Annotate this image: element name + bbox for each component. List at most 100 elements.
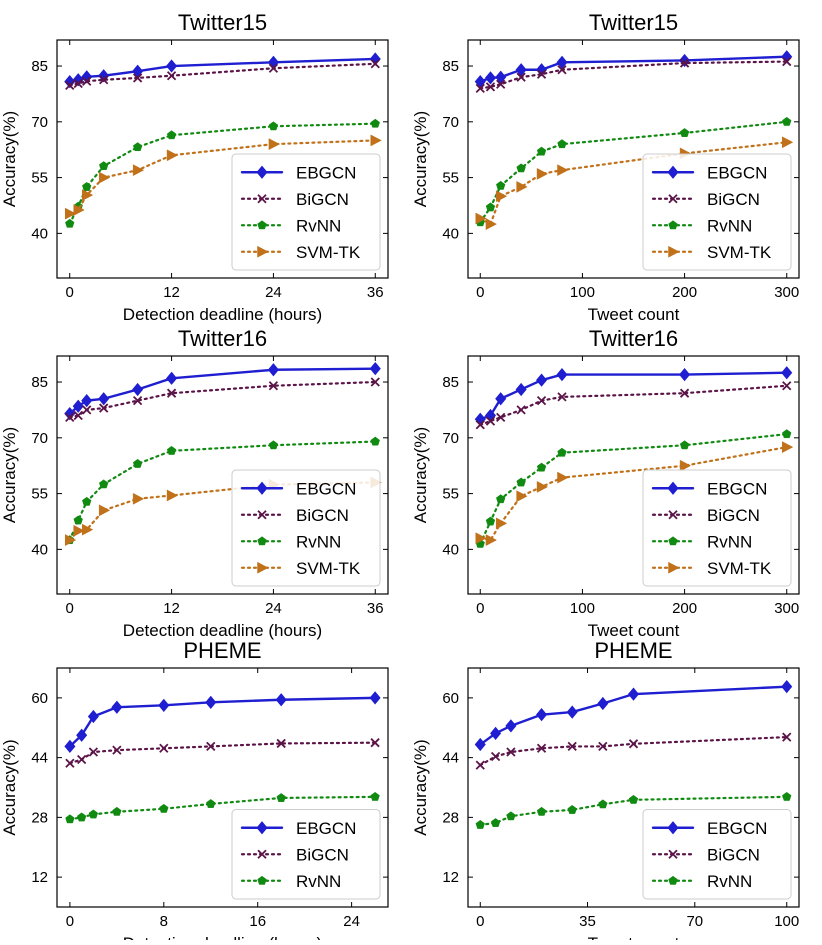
data-point-ebgcn <box>166 371 178 385</box>
chart-title: Twitter16 <box>178 326 267 351</box>
x-tick-label: 36 <box>367 284 384 301</box>
legend: EBGCN BiGCN RvNN <box>231 809 381 900</box>
x-tick-label: 0 <box>66 913 74 930</box>
series-ebgcn <box>474 366 793 426</box>
data-point-bigcn <box>628 739 639 749</box>
data-point-rvnn <box>485 202 496 212</box>
legend-label-bigcn: BiGCN <box>296 190 349 209</box>
data-point-bigcn <box>65 80 75 91</box>
data-point-bigcn <box>679 388 690 398</box>
legend-label-ebgcn: EBGCN <box>296 163 356 182</box>
data-point-bigcn <box>536 743 547 753</box>
x-axis-label: Detection deadline (hours) <box>123 305 322 324</box>
data-point-rvnn <box>679 440 690 450</box>
series-ebgcn <box>64 362 381 421</box>
data-point-ebgcn <box>98 392 110 406</box>
data-point-rvnn <box>132 458 143 468</box>
series-rvnn <box>475 791 792 829</box>
data-point-svm-tk <box>475 212 487 225</box>
data-point-svm-tk <box>132 492 145 505</box>
series-bigcn <box>475 732 792 770</box>
series-svm-tk <box>64 134 382 220</box>
chart-panel-5: PHEME 0 8 16 24 12 28 44 60 Detection deadline (h… <box>0 638 389 945</box>
y-tick-label: 70 <box>442 114 459 131</box>
series-svm-tk <box>475 441 794 546</box>
y-tick-label: 28 <box>442 809 459 826</box>
data-point-svm-tk <box>73 204 85 216</box>
x-axis-label: Tweet count <box>588 934 680 940</box>
legend-box <box>642 469 792 587</box>
data-point-ebgcn <box>111 700 123 714</box>
data-point-bigcn <box>99 75 109 85</box>
legend-label-rvnn: RvNN <box>296 532 341 551</box>
data-point-ebgcn <box>556 55 568 69</box>
x-tick-label: 12 <box>163 600 180 617</box>
data-point-bigcn <box>88 747 99 757</box>
legend-marker-svm-tk <box>257 561 269 574</box>
x-tick-label: 24 <box>265 600 282 617</box>
chart-title: PHEME <box>183 638 261 663</box>
data-point-svm-tk <box>268 138 280 151</box>
data-point-rvnn <box>567 805 577 814</box>
data-point-bigcn <box>475 83 485 93</box>
x-tick-label: 8 <box>160 913 168 930</box>
data-point-rvnn <box>166 130 177 140</box>
x-tick-label: 24 <box>265 284 282 301</box>
series-line-bigcn <box>479 60 788 90</box>
data-point-ebgcn <box>781 680 793 694</box>
data-point-rvnn <box>490 818 501 827</box>
x-tick-label: 36 <box>367 600 384 617</box>
data-point-svm-tk <box>485 534 498 546</box>
data-point-bigcn <box>65 412 75 422</box>
series-bigcn <box>475 56 792 93</box>
data-point-rvnn <box>206 799 216 808</box>
y-tick-label: 70 <box>31 114 48 131</box>
legend-box <box>642 153 792 271</box>
x-tick-label: 0 <box>476 284 484 301</box>
data-point-ebgcn <box>64 739 76 754</box>
data-point-rvnn <box>76 812 87 822</box>
data-point-bigcn <box>782 381 792 391</box>
data-point-rvnn <box>276 793 286 802</box>
data-point-rvnn <box>496 180 506 190</box>
y-tick-label: 40 <box>442 541 459 558</box>
data-point-ebgcn <box>566 705 578 719</box>
data-point-bigcn <box>496 412 506 422</box>
series-ebgcn <box>474 50 793 89</box>
data-point-rvnn <box>370 436 380 446</box>
legend-label-rvnn: RvNN <box>296 216 341 235</box>
data-point-bigcn <box>276 738 286 749</box>
legend-label-svm-tk: SVM-TK <box>296 559 361 578</box>
y-tick-label: 40 <box>31 541 48 558</box>
data-point-bigcn <box>268 63 279 73</box>
x-tick-label: 0 <box>476 600 484 617</box>
legend-marker-rvnn <box>668 875 678 885</box>
data-point-bigcn <box>567 741 577 752</box>
data-point-ebgcn <box>490 726 502 740</box>
data-point-bigcn <box>77 754 87 765</box>
chart-title: Twitter16 <box>589 326 678 351</box>
data-point-svm-tk <box>81 523 94 536</box>
data-point-bigcn <box>73 410 83 421</box>
legend: EBGCN BiGCN RvNN SVM-TK <box>642 469 792 587</box>
data-point-ebgcn <box>267 55 279 69</box>
plot-frame <box>467 355 800 595</box>
data-point-ebgcn <box>474 737 486 752</box>
data-point-bigcn <box>516 405 526 415</box>
data-point-rvnn <box>628 794 639 804</box>
y-tick-label: 85 <box>31 374 48 391</box>
legend-label-svm-tk: SVM-TK <box>707 559 772 578</box>
legend-marker-svm-tk <box>668 245 680 258</box>
legend-marker-svm-tk <box>668 561 680 574</box>
legend-marker-rvnn <box>257 875 267 885</box>
legend-marker-rvnn <box>668 220 678 230</box>
plot-frame <box>56 355 389 595</box>
data-point-ebgcn <box>132 382 144 397</box>
data-point-ebgcn <box>205 695 217 709</box>
data-point-rvnn <box>782 429 792 439</box>
series-line-bigcn <box>68 741 377 765</box>
data-point-rvnn <box>166 445 177 455</box>
legend-label-rvnn: RvNN <box>707 532 752 551</box>
data-point-ebgcn <box>166 59 178 73</box>
